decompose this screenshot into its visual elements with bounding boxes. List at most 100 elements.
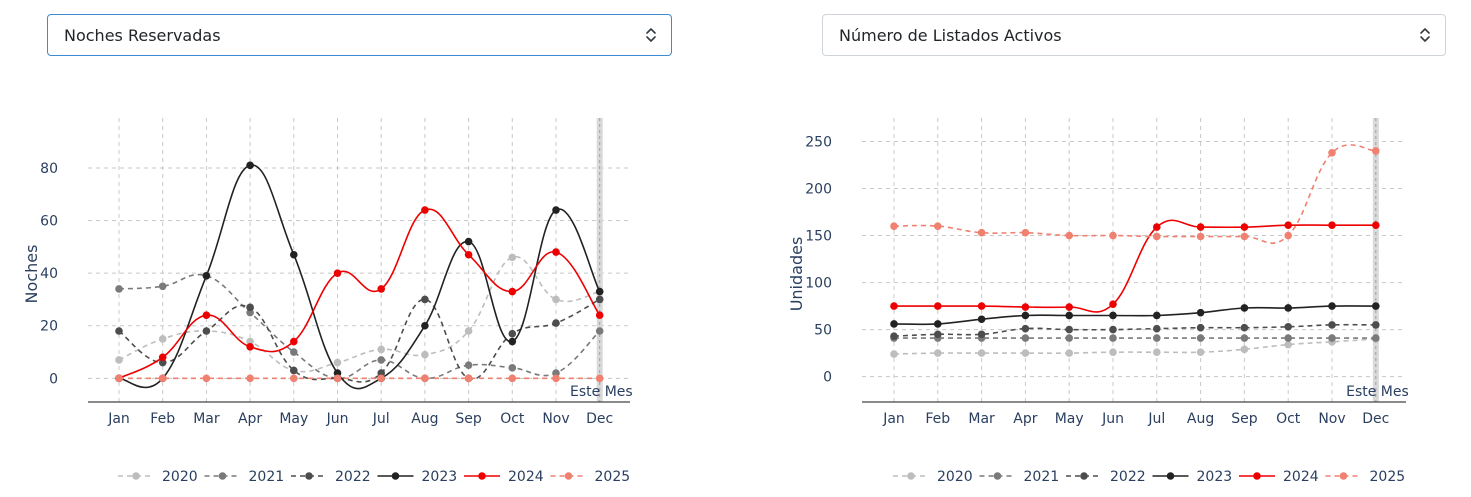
legend-label: 2020 — [162, 469, 198, 485]
legend-item-2023: 2023 — [1152, 469, 1233, 485]
x-tick-label: Jun — [1101, 411, 1124, 427]
data-point-2021 — [115, 285, 123, 293]
x-tick-label: Mar — [193, 411, 220, 427]
series-line-2021 — [118, 273, 601, 380]
legend-label: 2025 — [1370, 469, 1406, 485]
y-tick-label: 0 — [49, 371, 58, 387]
legend-swatch-marker — [1253, 472, 1261, 480]
series-line-2020 — [118, 256, 600, 373]
legend-swatch-marker — [132, 472, 140, 480]
series-line-2024 — [118, 208, 601, 380]
legend-item-2023: 2023 — [377, 469, 457, 485]
legend-item-2021: 2021 — [979, 469, 1060, 485]
legend-label: 2023 — [1197, 469, 1233, 485]
x-tick-label: Aug — [1187, 411, 1214, 427]
legend-label: 2021 — [1024, 469, 1060, 485]
data-point-2020 — [1153, 348, 1161, 356]
data-point-2025 — [1196, 232, 1205, 241]
data-point-2020 — [1240, 345, 1249, 354]
chevron-updown-icon — [646, 28, 656, 42]
data-point-2022 — [508, 329, 517, 338]
data-point-2025 — [333, 374, 342, 383]
x-tick-label: Feb — [925, 411, 950, 427]
data-point-2022 — [1021, 324, 1030, 333]
data-point-2025 — [421, 374, 429, 383]
y-tick-label: 20 — [40, 319, 58, 335]
x-tick-label: Aug — [411, 411, 438, 427]
data-point-2025 — [246, 374, 254, 383]
data-point-2021 — [1109, 334, 1117, 342]
x-tick-label: Dec — [1362, 411, 1389, 427]
legend-item-2024: 2024 — [1239, 469, 1319, 485]
data-point-2025 — [1372, 147, 1380, 155]
data-point-2021 — [1065, 334, 1073, 342]
chevron-updown-icon — [1420, 28, 1430, 42]
data-point-2024 — [1153, 223, 1161, 231]
series-line-2020 — [893, 338, 1376, 355]
legend-item-2020: 2020 — [893, 469, 973, 485]
data-point-2023 — [934, 320, 942, 328]
data-point-2023 — [333, 369, 342, 377]
data-point-2020 — [508, 253, 517, 262]
data-point-2025 — [1328, 148, 1336, 157]
legend-swatch-marker — [1339, 472, 1348, 480]
data-point-2025 — [377, 374, 386, 383]
data-point-2024 — [1240, 223, 1249, 231]
data-point-2020 — [464, 327, 473, 335]
legend-label: 2024 — [1283, 469, 1319, 485]
y-tick-label: 60 — [40, 214, 58, 230]
data-point-2023 — [1153, 311, 1161, 320]
data-point-2020 — [934, 349, 942, 357]
data-point-2023 — [1109, 311, 1117, 320]
data-point-2023 — [977, 315, 986, 324]
legend-label: 2022 — [1110, 469, 1146, 485]
data-point-2020 — [1065, 349, 1073, 357]
legend-item-2020: 2020 — [118, 469, 198, 485]
data-point-2025 — [508, 374, 517, 383]
data-point-2021 — [552, 369, 560, 377]
legend-swatch-marker — [1166, 472, 1175, 480]
metric-select-right[interactable]: Número de Listados Activos — [822, 14, 1446, 56]
legend-swatch-marker — [478, 472, 486, 480]
series-line-2022 — [893, 323, 1376, 337]
unidades-chart: 0 50 100 150 200 250 Jan Feb Mar Apr May Jun Jul Aug S… — [787, 118, 1409, 485]
data-point-2023 — [246, 161, 254, 170]
data-point-2020 — [1109, 348, 1117, 356]
data-point-2022 — [977, 330, 986, 339]
data-point-2020 — [1284, 340, 1292, 349]
data-point-2022 — [1284, 322, 1292, 331]
data-point-2024 — [1372, 221, 1380, 230]
data-point-2020 — [977, 349, 986, 357]
data-point-2022 — [1196, 323, 1205, 332]
data-point-2025 — [115, 374, 123, 383]
current-month-band — [1372, 118, 1379, 402]
x-tick-label: Oct — [500, 411, 525, 427]
legend-label: 2024 — [508, 469, 544, 485]
y-tick-label: 200 — [805, 182, 832, 198]
legend-swatch-marker — [391, 472, 400, 480]
legend-item-2021: 2021 — [204, 469, 285, 485]
data-point-2024 — [290, 337, 298, 346]
data-point-2020 — [158, 335, 167, 343]
series-line-2023 — [118, 164, 601, 390]
metric-select-left[interactable]: Noches Reservadas — [47, 14, 672, 56]
legend-item-2024: 2024 — [464, 469, 544, 485]
legend-label: 2021 — [249, 469, 285, 485]
data-point-2023 — [1328, 302, 1336, 310]
data-point-2021 — [246, 308, 254, 317]
data-point-2025 — [1153, 232, 1161, 241]
data-point-2022 — [115, 327, 123, 335]
data-point-2022 — [158, 358, 167, 367]
data-point-2023 — [552, 206, 560, 214]
data-point-2023 — [1065, 311, 1073, 320]
data-point-2024 — [158, 353, 167, 362]
y-tick-label: 250 — [805, 135, 832, 151]
y-tick-label: 40 — [40, 266, 58, 282]
x-tick-label: Oct — [1276, 411, 1301, 427]
data-point-2023 — [290, 250, 298, 259]
legend-item-2022: 2022 — [1066, 469, 1146, 485]
x-tick-label: Apr — [238, 411, 262, 427]
x-tick-label: Nov — [542, 411, 569, 427]
current-month-label: Este Mes — [570, 384, 633, 400]
data-point-2025 — [1284, 231, 1292, 240]
